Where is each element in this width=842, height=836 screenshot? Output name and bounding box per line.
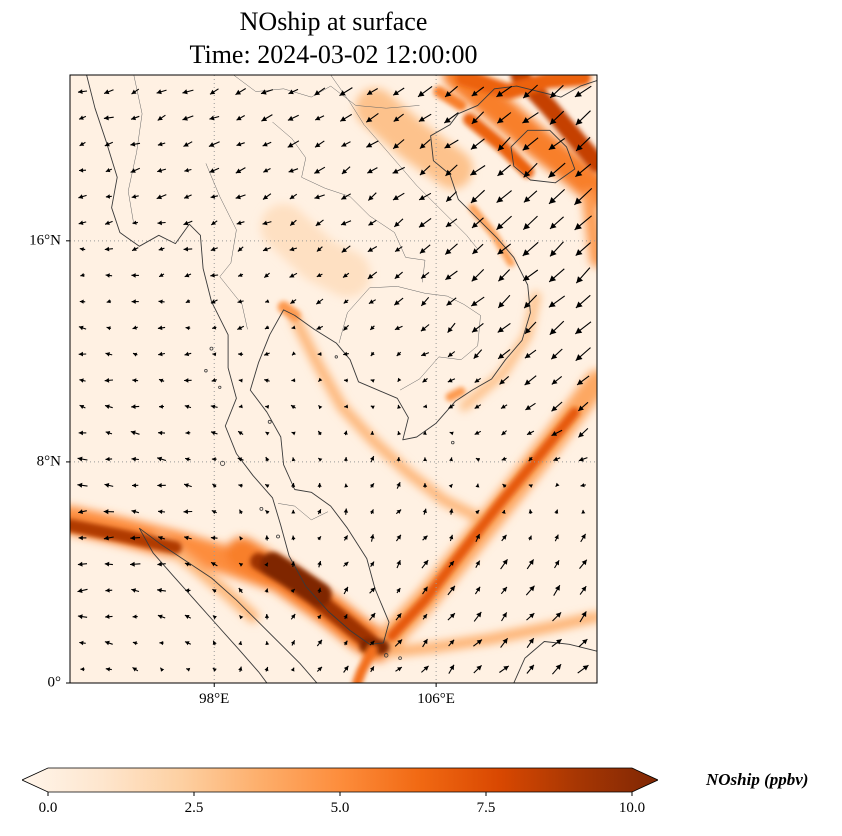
map-canvas xyxy=(66,74,598,687)
colorbar-tick-label: 5.0 xyxy=(330,800,350,816)
colorbar-tick-labels: 0.0 2.5 5.0 7.5 10.0 xyxy=(39,800,646,820)
colorbar-tick-label: 2.5 xyxy=(184,800,204,816)
colorbar-tick-label: 10.0 xyxy=(618,800,646,816)
chart-subtitle: Time: 2024-03-02 12:00:00 xyxy=(189,40,478,69)
colorbar-tick-label: 0.0 xyxy=(38,800,58,816)
lat-tick-label: 8°N xyxy=(36,453,61,470)
map-plot: 16°N 8°N 0° 98°E 106°E xyxy=(29,74,598,707)
colorbar-label: NOship (ppbv) xyxy=(706,770,809,789)
lon-tick-label: 106°E xyxy=(417,691,455,707)
lon-tick-label: 98°E xyxy=(199,691,230,707)
colorbar-area xyxy=(21,766,659,800)
colorbar xyxy=(21,767,659,796)
lat-tick-label: 0° xyxy=(47,674,62,691)
lat-tick-label: 16°N xyxy=(29,232,61,249)
colorbar-tick-label: 7.5 xyxy=(476,800,496,816)
chart-title: NOship at surface xyxy=(239,7,428,36)
